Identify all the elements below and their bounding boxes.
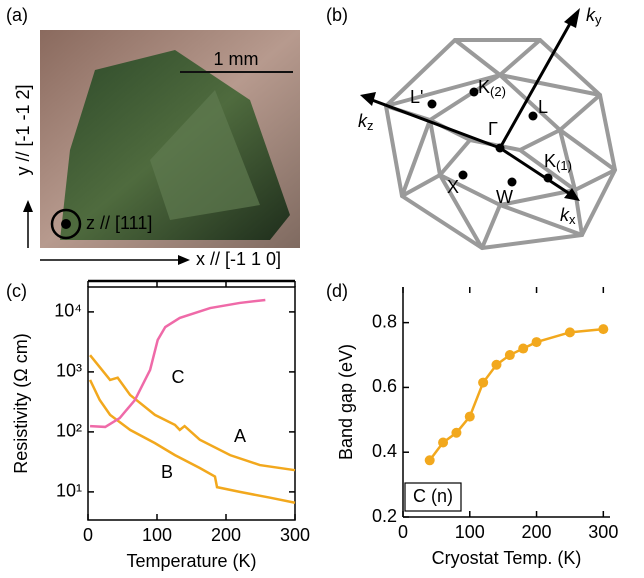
y-tick-label: 0.2 [372, 506, 397, 526]
label-base: W [496, 187, 513, 207]
k-axis-label: kx [560, 205, 576, 228]
x-tick-label: 0 [398, 522, 408, 542]
y-tick-label: 0.4 [372, 441, 397, 461]
y-axis-label: y // [-1 -1 2] [13, 84, 33, 175]
data-point [451, 428, 461, 438]
bz-point [544, 174, 553, 183]
label-base: Γ [488, 119, 498, 139]
label-base: L [538, 97, 548, 117]
x-tick-label: 0 [83, 525, 93, 545]
series-label: A [234, 426, 246, 446]
x-tick-label: 100 [455, 522, 485, 542]
figure: (a) 1 mm y // [-1 -1 2] z // [111] x // … [0, 0, 644, 578]
data-point [532, 337, 542, 347]
bz-point [529, 112, 538, 121]
data-point [438, 437, 448, 447]
y-tick-label: 10⁴ [54, 301, 82, 321]
bz-point-label: X [447, 177, 459, 197]
k-axis-label: ky [586, 5, 602, 28]
y-tick-label: 10² [56, 421, 82, 441]
data-point [478, 378, 488, 388]
series-line [90, 300, 265, 427]
series-label: C [172, 367, 185, 387]
series-line [90, 380, 295, 503]
y-axis-label: Band gap (eV) [336, 344, 356, 460]
bz-point [428, 100, 437, 109]
label-sub: (2) [490, 84, 506, 99]
panel-label: (b) [326, 5, 348, 25]
y-tick-label: 10³ [56, 361, 82, 381]
bz-point-label: W [496, 187, 513, 207]
series-line [430, 329, 604, 460]
legend-text: C (n) [413, 486, 453, 506]
y-tick-label: 0.6 [372, 376, 397, 396]
scale-bar-label: 1 mm [214, 49, 259, 69]
data-point [491, 360, 501, 370]
panel-label: (a) [6, 5, 28, 25]
photo [40, 30, 300, 248]
z-axis-label: z // [111] [86, 213, 152, 233]
bz-point-label: Γ [488, 119, 498, 139]
label-base: X [447, 177, 459, 197]
x-tick-label: 300 [280, 525, 310, 545]
label-base: K [478, 77, 490, 97]
y-tick-label: 0.8 [372, 311, 397, 331]
data-point [598, 324, 608, 334]
x-axis-label: x // [-1 1 0] [196, 249, 281, 269]
x-axis-label: Cryostat Temp. (K) [432, 548, 582, 568]
label-sub: y [595, 12, 602, 27]
panel-label: (d) [326, 281, 348, 301]
bz-point-label: L [538, 97, 548, 117]
x-tick-label: 300 [588, 522, 618, 542]
series-line [90, 355, 295, 470]
label-sub: x [569, 212, 576, 227]
y-axis-label: Resistivity (Ω cm) [11, 333, 31, 473]
data-point [465, 412, 475, 422]
bz-point [508, 178, 517, 187]
data-point [565, 327, 575, 337]
bz-point [496, 144, 505, 153]
label-sub: z [367, 118, 374, 133]
y-arrowhead [23, 200, 33, 212]
x-axis-label: Temperature (K) [126, 551, 256, 571]
x-tick-label: 200 [211, 525, 241, 545]
bz-point-label: L' [410, 87, 423, 107]
label-sub: (1) [556, 158, 572, 173]
plot-frame [88, 287, 295, 520]
label-base: K [544, 151, 556, 171]
panel-label: (c) [6, 281, 27, 301]
data-point [425, 455, 435, 465]
x-tick-label: 100 [142, 525, 172, 545]
y-tick-label: 10¹ [56, 481, 82, 501]
label-base: L' [410, 87, 423, 107]
x-arrowhead [178, 255, 190, 265]
data-point [518, 344, 528, 354]
data-point [505, 350, 515, 360]
x-tick-label: 200 [522, 522, 552, 542]
k-axis-label: kz [358, 111, 374, 134]
series-label: B [161, 462, 173, 482]
bz-point [459, 171, 468, 180]
